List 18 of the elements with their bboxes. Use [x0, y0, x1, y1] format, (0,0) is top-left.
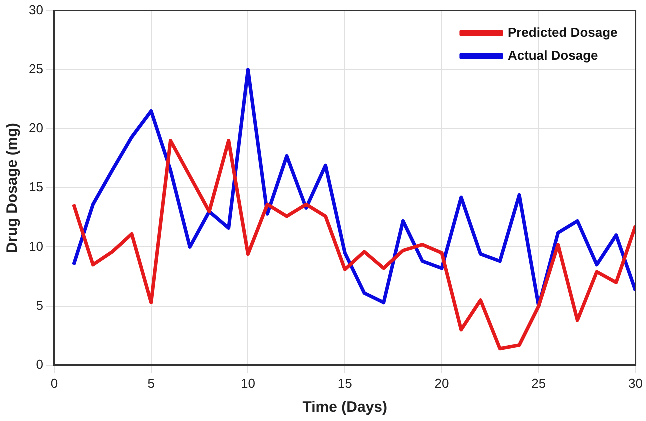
x-tick-label: 0 — [50, 376, 58, 391]
x-tick-label: 25 — [532, 376, 546, 391]
x-tick-label: 15 — [338, 376, 352, 391]
legend-label: Actual Dosage — [508, 48, 598, 63]
y-tick-label: 20 — [28, 120, 44, 136]
x-tick-label: 5 — [148, 376, 155, 391]
x-tick-label: 20 — [434, 376, 450, 391]
y-tick-label: 30 — [28, 2, 44, 18]
y-tick-label: 5 — [36, 298, 44, 313]
y-tick-label: 15 — [28, 180, 44, 195]
y-tick-label: 0 — [36, 356, 44, 372]
legend-label: Predicted Dosage — [508, 24, 618, 40]
y-tick-label: 10 — [28, 238, 44, 254]
x-tick-label: 30 — [628, 376, 644, 391]
y-axis-title: Drug Dosage (mg) — [4, 123, 22, 254]
x-tick-label: 10 — [240, 376, 256, 391]
y-tick-label: 25 — [28, 61, 44, 76]
x-axis-title: Time (Days) — [302, 399, 388, 416]
